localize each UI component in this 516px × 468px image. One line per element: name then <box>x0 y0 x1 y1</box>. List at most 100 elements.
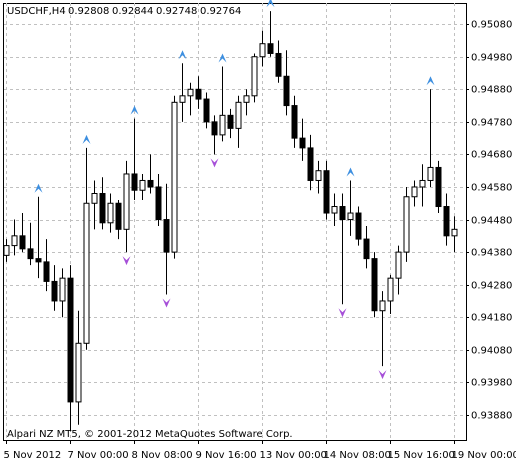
y-tick-label: 0.94180 <box>471 313 512 324</box>
candle-body <box>83 202 90 344</box>
fractal-up-arrow <box>178 50 187 60</box>
candle-body <box>155 186 162 221</box>
candle-body <box>387 277 394 302</box>
y-tick-label: 0.94880 <box>471 85 512 96</box>
fractal-down-arrow <box>338 308 347 318</box>
candle-body <box>363 238 370 260</box>
candle-body <box>427 166 434 181</box>
y-tick-label: 0.94580 <box>471 183 512 194</box>
candle-body <box>59 277 66 302</box>
candle-body <box>299 137 306 149</box>
x-tick-label: 8 Nov 08:00 <box>132 450 193 461</box>
y-tick-label: 0.94480 <box>471 216 512 227</box>
y-tick-label: 0.95080 <box>471 20 512 31</box>
x-tick-label: 19 Nov 00:00 <box>452 450 516 461</box>
marks <box>3 0 458 432</box>
candle-body <box>19 235 26 250</box>
ohlc-close: 0.92764 <box>200 6 241 17</box>
candle-body <box>139 179 146 191</box>
fractal-down-arrow <box>162 298 171 308</box>
candle-body <box>251 56 258 97</box>
candle-body <box>443 206 450 237</box>
candle-body <box>395 251 402 279</box>
candle-body <box>403 196 410 253</box>
fractal-up-arrow <box>218 53 227 63</box>
candle-body <box>283 75 290 107</box>
candle-body <box>131 173 138 191</box>
fractal-up-arrow <box>82 134 91 144</box>
footer: Alpari NZ MT5, © 2001-2012 MetaQuotes So… <box>7 429 293 440</box>
candle-body <box>163 219 170 253</box>
candle-body <box>243 95 250 103</box>
symbol-label: USDCHF,H4 <box>7 6 66 17</box>
candle-body <box>187 88 194 97</box>
candle-body <box>451 228 458 237</box>
x-tick-label: 15 Nov 16:00 <box>388 450 455 461</box>
candle-body <box>147 179 154 188</box>
candle-body <box>35 258 42 263</box>
candle-body <box>203 98 210 123</box>
candle-body <box>339 206 346 221</box>
candle-body <box>291 105 298 139</box>
candle-body <box>27 248 34 260</box>
ohlc-high: 0.92844 <box>112 6 153 17</box>
ohlc-open: 0.92808 <box>68 6 109 17</box>
candle-body <box>115 202 122 230</box>
candle-body <box>347 212 354 221</box>
candle-body <box>171 101 178 253</box>
candle-body <box>99 192 106 224</box>
candle-body <box>123 173 130 230</box>
y-tick-label: 0.94080 <box>471 346 512 357</box>
fractal-up-arrow <box>426 76 435 86</box>
candle-body <box>379 300 386 312</box>
candle-body <box>259 43 266 58</box>
candle-body <box>435 166 442 208</box>
candle-body <box>323 170 330 214</box>
candle-body <box>275 52 282 77</box>
candle-body <box>267 43 274 54</box>
x-tick-label: 14 Nov 08:00 <box>324 450 391 461</box>
fractal-up-arrow <box>346 167 355 177</box>
y-tick-label: 0.94680 <box>471 150 512 161</box>
y-tick-label: 0.94980 <box>471 53 512 64</box>
fractal-up-arrow <box>34 183 43 193</box>
candle-body <box>11 235 18 247</box>
fractal-down-arrow <box>378 370 387 380</box>
candle-body <box>307 147 314 181</box>
candle-body <box>331 206 338 214</box>
candle-body <box>411 186 418 198</box>
candle-body <box>179 95 186 103</box>
y-tick-label: 0.94780 <box>471 118 512 129</box>
candle-body <box>419 179 426 188</box>
candle-body <box>51 280 58 302</box>
x-tick-label: 5 Nov 2012 <box>4 450 62 461</box>
y-tick-label: 0.94380 <box>471 248 512 259</box>
y-tick-label: 0.93880 <box>471 411 512 422</box>
x-tick-label: 13 Nov 00:00 <box>260 450 327 461</box>
candle-body <box>3 245 10 256</box>
fractal-up-arrow <box>130 105 139 115</box>
y-tick-label: 0.93980 <box>471 378 512 389</box>
candle-body <box>315 170 322 181</box>
candle-body <box>107 202 114 224</box>
fractal-up-arrow <box>266 0 275 8</box>
candle-body <box>67 277 74 403</box>
candle-body <box>227 114 234 129</box>
candle-body <box>91 192 98 204</box>
candle-body <box>355 212 362 240</box>
x-tick-label: 9 Nov 16:00 <box>196 450 257 461</box>
candle-body <box>211 121 218 136</box>
fractal-down-arrow <box>122 256 131 266</box>
y-tick-label: 0.94280 <box>471 281 512 292</box>
grid <box>4 3 466 440</box>
candle-body <box>75 342 82 403</box>
candle-body <box>235 101 242 129</box>
ohlc-low: 0.92748 <box>156 6 197 17</box>
candle-body <box>371 258 378 312</box>
fractal-down-arrow <box>210 158 219 168</box>
candle-body <box>43 261 50 282</box>
candle-body <box>195 88 202 100</box>
candle-body <box>219 114 226 136</box>
x-tick-label: 7 Nov 00:00 <box>68 450 129 461</box>
